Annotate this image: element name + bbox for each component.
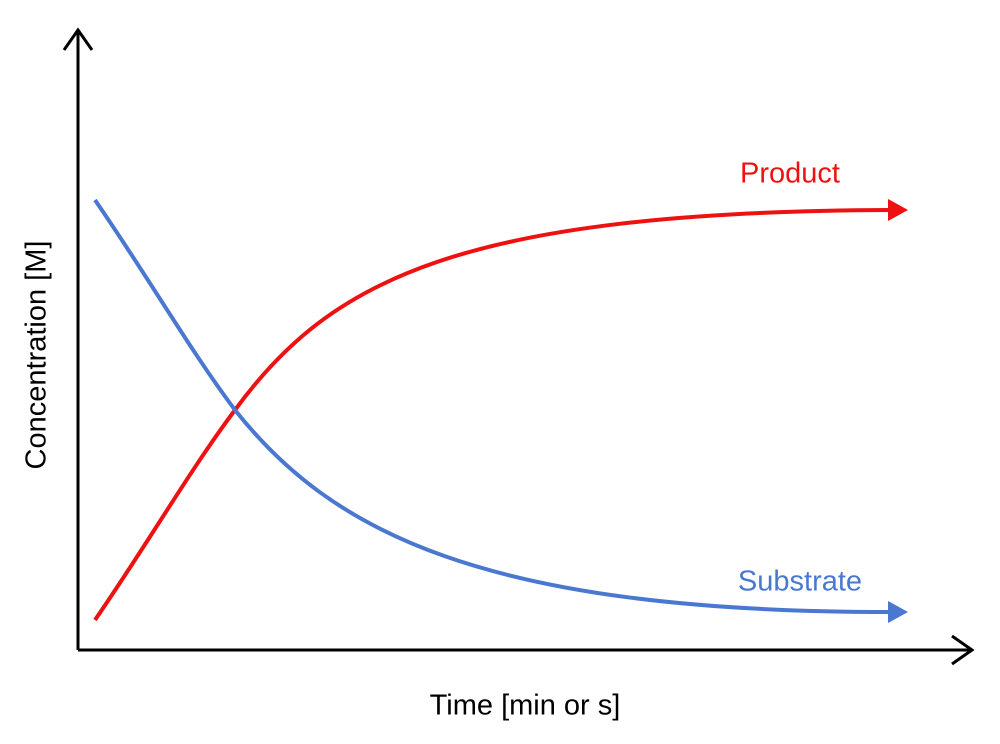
product-curve bbox=[93, 208, 891, 622]
y-axis-label: Concentration [M] bbox=[21, 241, 53, 470]
product-arrow bbox=[888, 199, 908, 221]
substrate-curve bbox=[93, 198, 891, 614]
substrate-label: Substrate bbox=[738, 566, 862, 598]
x-axis-label: Time [min or s] bbox=[430, 690, 621, 722]
product-label: Product bbox=[740, 158, 840, 190]
x-axis-arrow bbox=[951, 634, 975, 666]
substrate-arrow bbox=[888, 601, 908, 623]
axes bbox=[62, 27, 975, 666]
y-axis-arrow bbox=[62, 27, 94, 51]
